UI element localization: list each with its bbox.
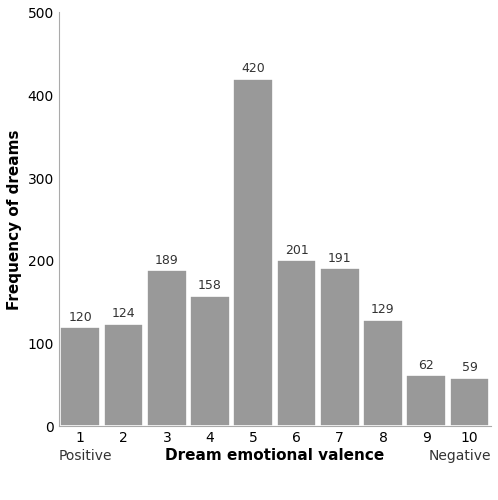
Text: 191: 191: [328, 252, 352, 265]
Bar: [406, 375, 446, 426]
Bar: [147, 270, 187, 426]
Bar: [190, 296, 230, 426]
Text: 120: 120: [69, 311, 92, 324]
Text: 62: 62: [418, 359, 434, 372]
Bar: [60, 327, 100, 426]
Text: 420: 420: [242, 62, 265, 76]
Text: 201: 201: [285, 244, 308, 256]
Text: Negative: Negative: [429, 449, 491, 463]
Text: 189: 189: [155, 254, 179, 266]
Text: 59: 59: [462, 362, 478, 374]
Y-axis label: Frequency of dreams: Frequency of dreams: [7, 129, 22, 310]
X-axis label: Dream emotional valence: Dream emotional valence: [165, 448, 384, 463]
Bar: [320, 268, 360, 426]
Text: 129: 129: [371, 304, 395, 316]
Bar: [104, 324, 143, 426]
Text: Positive: Positive: [59, 449, 112, 463]
Bar: [234, 78, 273, 426]
Text: 158: 158: [198, 280, 222, 292]
Text: 124: 124: [112, 308, 135, 320]
Bar: [363, 320, 403, 426]
Bar: [450, 378, 490, 426]
Bar: [276, 260, 316, 426]
